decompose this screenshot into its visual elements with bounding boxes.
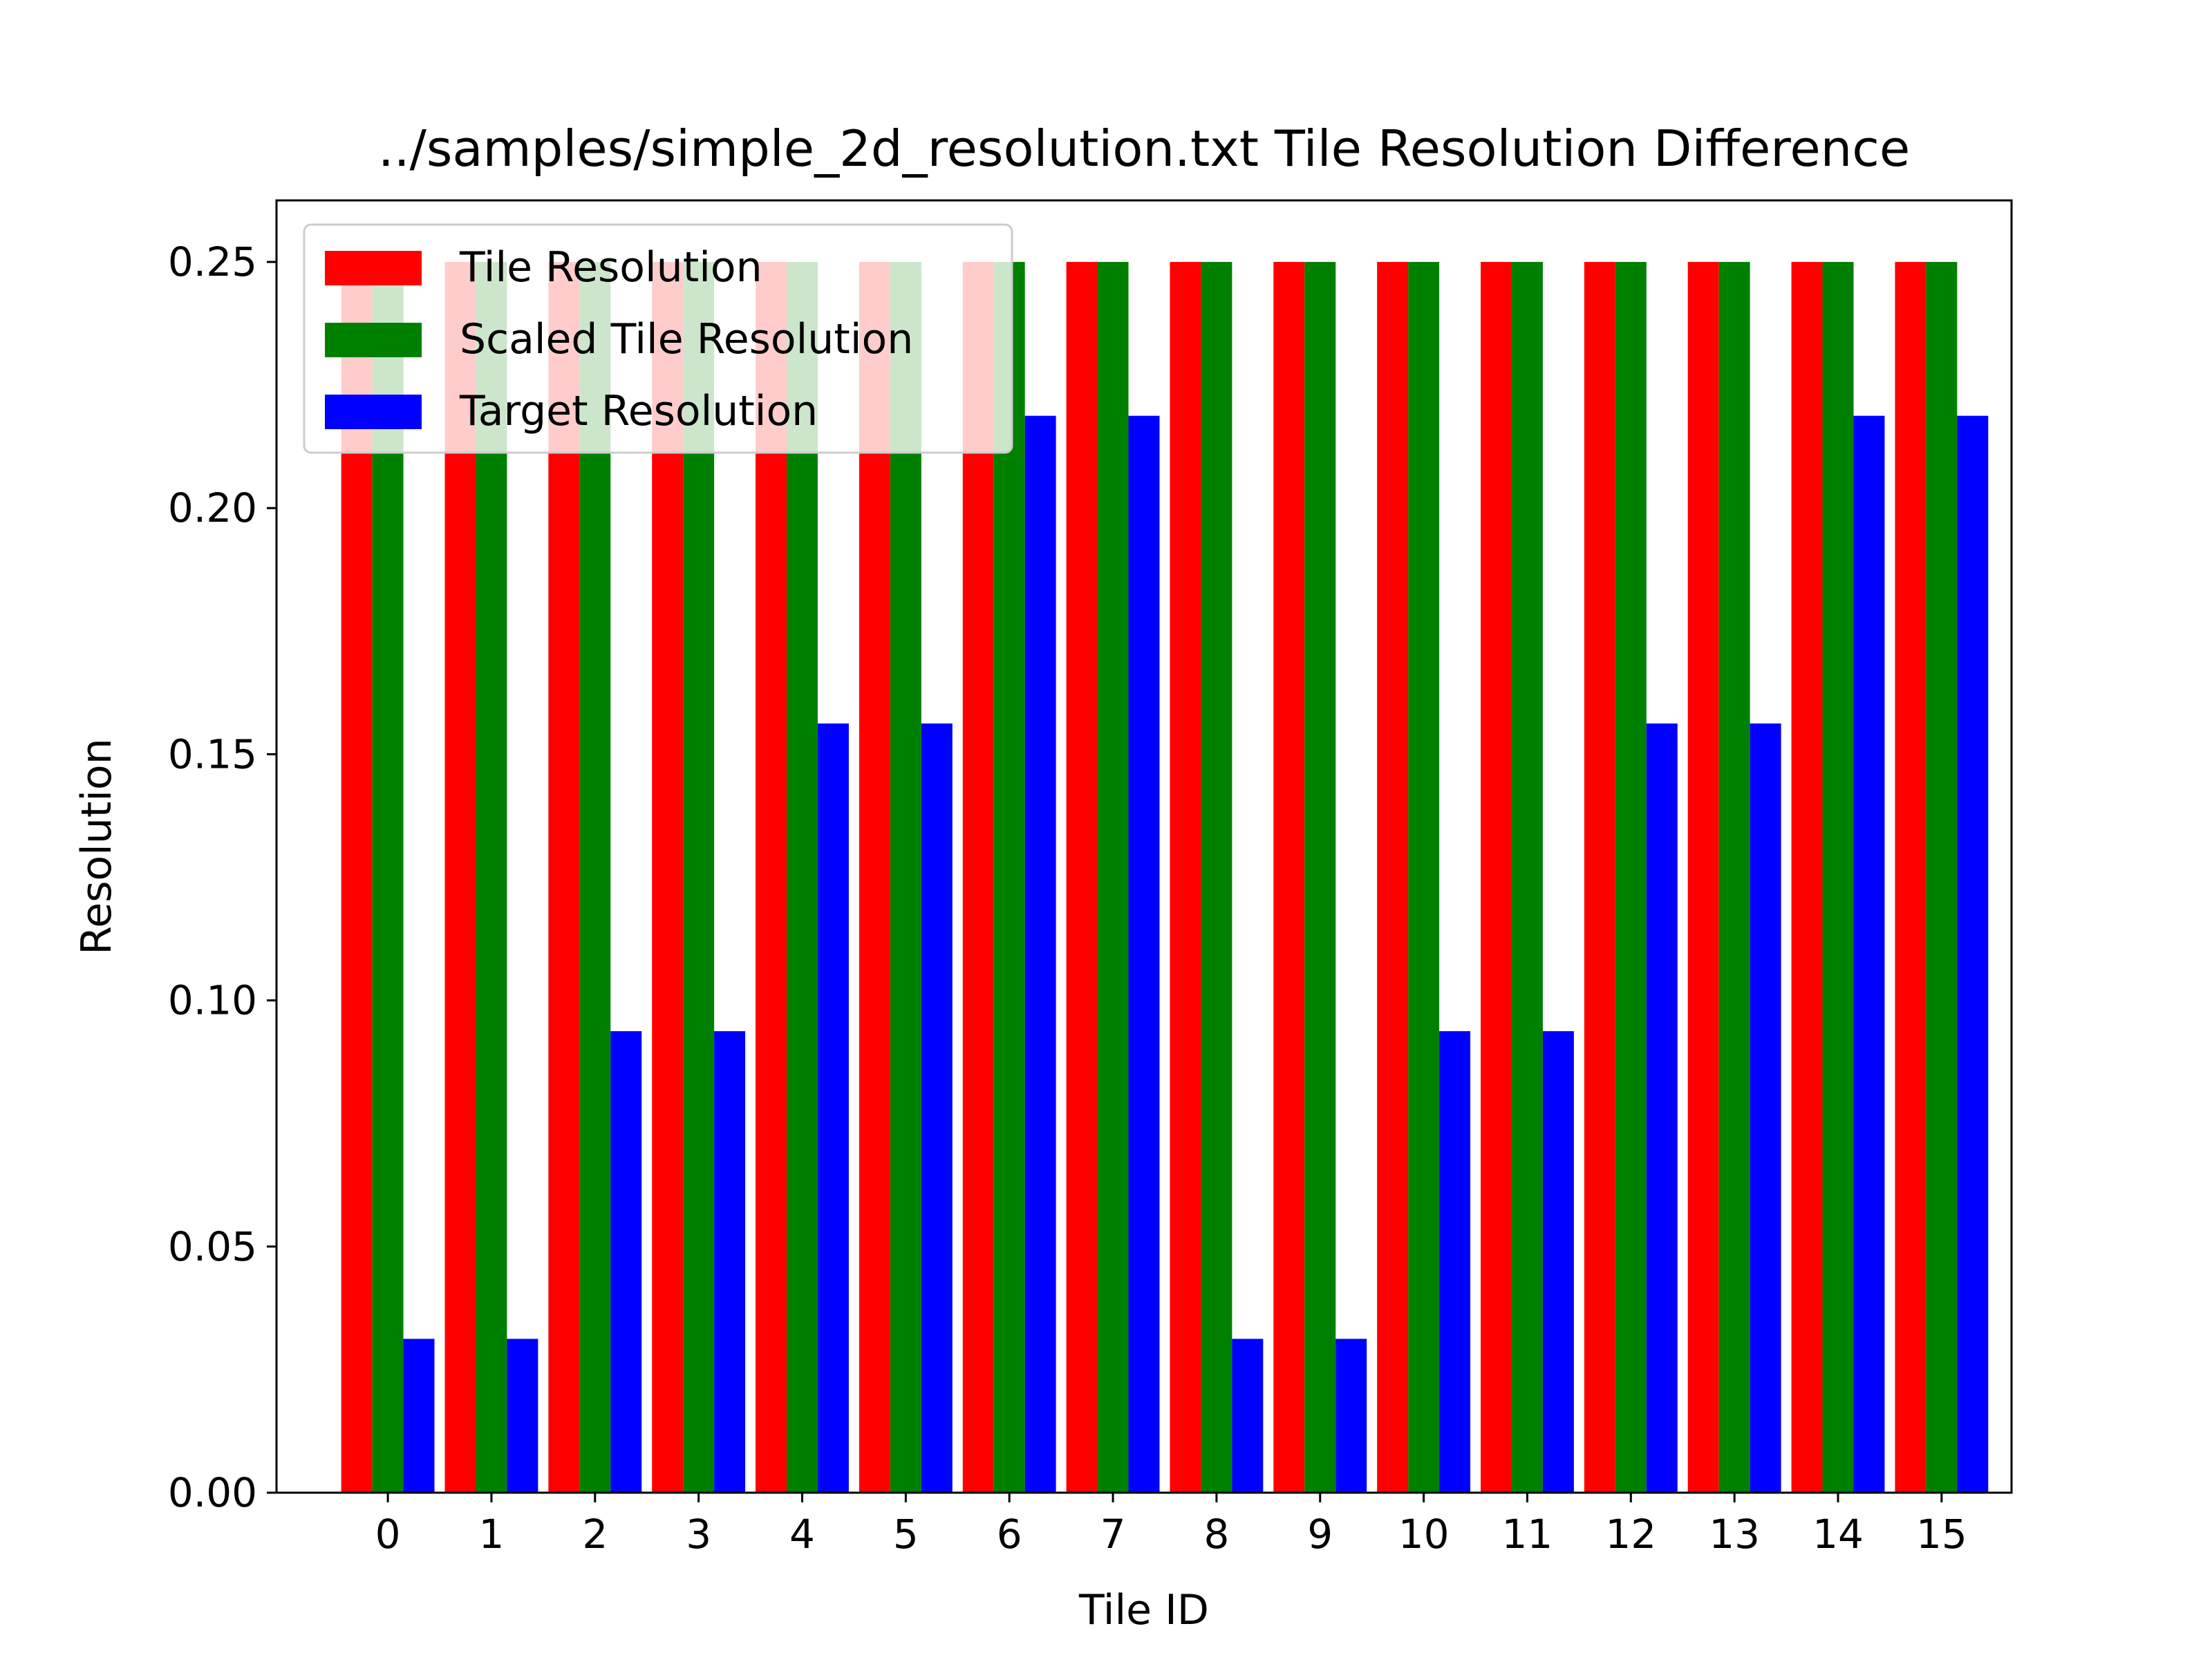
bar-tile-resolution-7 bbox=[1066, 262, 1098, 1493]
bar-tile-resolution-12 bbox=[1584, 262, 1615, 1493]
bar-target-resolution-7 bbox=[1128, 415, 1160, 1493]
bar-target-resolution-3 bbox=[714, 1031, 746, 1493]
bar-tile-resolution-2 bbox=[548, 262, 580, 1493]
bar-scaled-tile-resolution-12 bbox=[1615, 262, 1647, 1493]
legend-swatch bbox=[325, 323, 422, 357]
bar-target-resolution-14 bbox=[1853, 415, 1885, 1493]
x-tick-label: 7 bbox=[1100, 1511, 1126, 1558]
bar-tile-resolution-0 bbox=[341, 262, 373, 1493]
bar-tile-resolution-8 bbox=[1170, 262, 1201, 1493]
bar-target-resolution-0 bbox=[403, 1339, 435, 1493]
bar-tile-resolution-5 bbox=[859, 262, 890, 1493]
bar-tile-resolution-9 bbox=[1273, 262, 1305, 1493]
bar-scaled-tile-resolution-13 bbox=[1718, 262, 1750, 1493]
x-tick-label: 13 bbox=[1709, 1511, 1760, 1558]
x-tick-label: 15 bbox=[1916, 1511, 1967, 1558]
bar-tile-resolution-14 bbox=[1791, 262, 1823, 1493]
x-tick-label: 1 bbox=[478, 1511, 504, 1558]
bar-tile-resolution-3 bbox=[652, 262, 684, 1493]
bar-target-resolution-15 bbox=[1957, 415, 1989, 1493]
bar-target-resolution-4 bbox=[817, 723, 849, 1493]
x-axis-label: Tile ID bbox=[1078, 1586, 1209, 1634]
bar-tile-resolution-10 bbox=[1377, 262, 1409, 1493]
y-axis-label: Resolution bbox=[73, 738, 121, 955]
y-tick-label: 0.25 bbox=[168, 238, 257, 285]
x-tick-label: 2 bbox=[582, 1511, 608, 1558]
axes-frame bbox=[275, 199, 2013, 1494]
x-tick-label: 6 bbox=[997, 1511, 1022, 1558]
legend-swatch bbox=[325, 395, 422, 429]
bar-tile-resolution-4 bbox=[756, 262, 787, 1493]
bar-scaled-tile-resolution-1 bbox=[476, 262, 507, 1493]
bar-tile-resolution-6 bbox=[962, 262, 994, 1493]
ticks-layer: 0 1 2 3 4 5 6 7 8 9 10 11 12 13 14 150.000.050.100.150.… bbox=[168, 238, 1967, 1558]
legend-label: Target Resolution bbox=[459, 387, 818, 435]
legend-label: Scaled Tile Resolution bbox=[460, 315, 913, 363]
bar-scaled-tile-resolution-9 bbox=[1304, 262, 1336, 1493]
bar-target-resolution-10 bbox=[1439, 1031, 1471, 1493]
legend-swatch bbox=[325, 251, 422, 285]
bar-scaled-tile-resolution-7 bbox=[1097, 262, 1129, 1493]
x-tick-label: 12 bbox=[1605, 1511, 1656, 1558]
bar-target-resolution-13 bbox=[1750, 723, 1781, 1493]
legend-box bbox=[303, 223, 1013, 454]
bar-tile-resolution-13 bbox=[1687, 262, 1719, 1493]
legend-label: Tile Resolution bbox=[459, 243, 762, 292]
bars-layer bbox=[341, 262, 1989, 1493]
bar-tile-resolution-15 bbox=[1895, 262, 1927, 1493]
x-tick-label: 4 bbox=[789, 1511, 815, 1558]
bar-target-resolution-12 bbox=[1646, 723, 1678, 1493]
x-tick-label: 3 bbox=[686, 1511, 711, 1558]
bar-target-resolution-2 bbox=[610, 1031, 642, 1493]
y-tick-label: 0.20 bbox=[168, 484, 257, 531]
bar-tile-resolution-1 bbox=[444, 262, 476, 1493]
bar-scaled-tile-resolution-0 bbox=[372, 262, 404, 1493]
x-tick-label: 11 bbox=[1502, 1511, 1553, 1558]
y-tick-label: 0.00 bbox=[168, 1469, 257, 1516]
bar-target-resolution-11 bbox=[1542, 1031, 1574, 1493]
x-tick-label: 5 bbox=[893, 1511, 919, 1558]
y-tick-label: 0.10 bbox=[168, 977, 257, 1024]
bar-target-resolution-5 bbox=[921, 723, 953, 1493]
chart-title: ../samples/simple_2d_resolution.txt Tile… bbox=[378, 120, 1910, 178]
bar-target-resolution-1 bbox=[507, 1339, 538, 1493]
bar-scaled-tile-resolution-15 bbox=[1926, 262, 1958, 1493]
bar-scaled-tile-resolution-14 bbox=[1822, 262, 1854, 1493]
x-tick-label: 10 bbox=[1398, 1511, 1450, 1558]
bar-target-resolution-9 bbox=[1335, 1339, 1367, 1493]
bar-scaled-tile-resolution-4 bbox=[787, 262, 818, 1493]
x-tick-label: 0 bbox=[375, 1511, 401, 1558]
bar-scaled-tile-resolution-5 bbox=[890, 262, 921, 1493]
bar-scaled-tile-resolution-11 bbox=[1511, 262, 1543, 1493]
y-tick-label: 0.15 bbox=[168, 730, 257, 777]
bar-target-resolution-6 bbox=[1024, 415, 1056, 1493]
bar-scaled-tile-resolution-8 bbox=[1201, 262, 1232, 1493]
bar-target-resolution-8 bbox=[1232, 1339, 1264, 1493]
bar-scaled-tile-resolution-10 bbox=[1408, 262, 1440, 1493]
bar-scaled-tile-resolution-6 bbox=[993, 262, 1025, 1493]
bar-scaled-tile-resolution-2 bbox=[579, 262, 611, 1493]
bar-scaled-tile-resolution-3 bbox=[683, 262, 715, 1493]
x-tick-label: 14 bbox=[1812, 1511, 1864, 1558]
x-tick-label: 8 bbox=[1203, 1511, 1229, 1558]
y-tick-label: 0.05 bbox=[168, 1223, 257, 1270]
legend: Tile Resolution Scaled Tile Resolution Tar… bbox=[303, 223, 1013, 454]
bar-tile-resolution-11 bbox=[1481, 262, 1512, 1493]
x-tick-label: 9 bbox=[1307, 1511, 1333, 1558]
